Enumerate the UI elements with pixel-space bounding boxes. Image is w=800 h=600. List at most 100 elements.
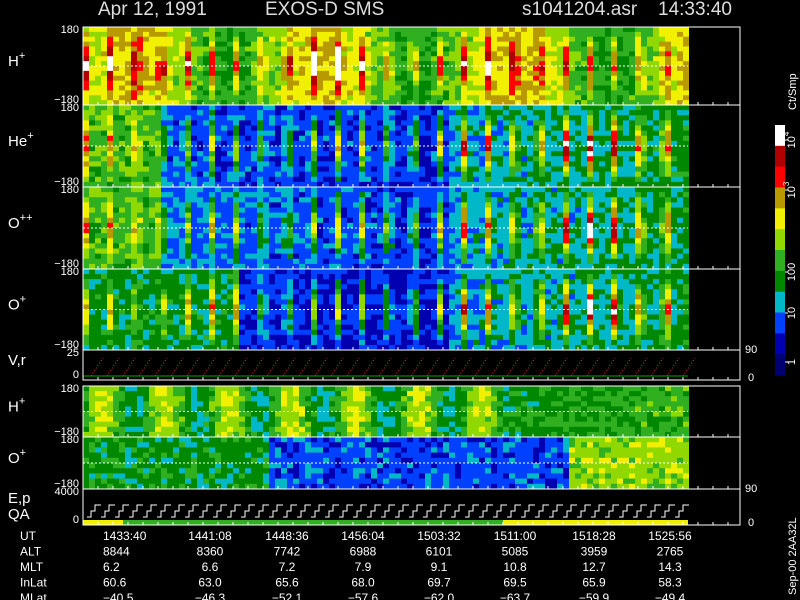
spectrogram-cell xyxy=(431,243,437,249)
spectrogram-cell xyxy=(251,80,257,86)
spectrogram-cell xyxy=(89,258,95,265)
spectrogram-cell xyxy=(359,36,365,43)
spectrogram-cell xyxy=(395,248,401,255)
spectrogram-cell xyxy=(575,176,581,183)
spectrogram-cell xyxy=(347,161,353,167)
spectrogram-cell xyxy=(311,217,317,224)
spectrogram-cell xyxy=(515,66,521,72)
spectrogram-cell xyxy=(263,243,269,249)
spectrogram-cell xyxy=(641,51,647,57)
spectrogram-cell xyxy=(341,228,347,234)
spectrogram-cell xyxy=(335,51,341,57)
spectrogram-cell xyxy=(635,156,641,162)
spectrogram-cell xyxy=(473,36,479,43)
spectrogram-cell xyxy=(221,217,227,224)
spectrogram-cell xyxy=(143,140,149,147)
spectrogram-cell xyxy=(581,233,587,239)
spectrogram-cell xyxy=(461,66,467,72)
spectrogram-cell xyxy=(635,171,641,178)
spectrogram-cell xyxy=(305,161,311,167)
spectrogram-cell xyxy=(425,27,431,33)
spectrogram-cell xyxy=(143,115,149,121)
spectrogram-cell xyxy=(383,187,389,193)
spectrogram-cell xyxy=(311,61,317,67)
spectrogram-cell xyxy=(539,115,545,121)
spectrogram-cell xyxy=(581,166,587,173)
spectrogram-cell xyxy=(647,90,653,96)
spectrogram-cell xyxy=(371,90,377,96)
spectrogram-cell xyxy=(401,166,407,173)
spectrogram-cell xyxy=(347,253,353,260)
spectrogram-cell xyxy=(647,61,653,67)
spectrogram-cell xyxy=(461,90,467,96)
spectrogram-cell xyxy=(647,31,653,38)
spectrogram-cell xyxy=(671,66,677,72)
spectrogram-cell xyxy=(557,31,563,38)
spectrogram-cell xyxy=(191,120,197,126)
spectrogram-cell xyxy=(197,51,203,57)
spectrogram-cell xyxy=(593,140,599,147)
spectrogram-cell xyxy=(527,217,533,224)
spectrogram-cell xyxy=(461,258,467,265)
spectrogram-cell xyxy=(317,125,323,132)
spectrogram-cell xyxy=(683,197,689,203)
spectrogram-cell xyxy=(653,100,659,106)
spectrogram-cell xyxy=(173,36,179,43)
spectrogram-cell xyxy=(161,95,167,101)
spectrogram-cell xyxy=(599,212,605,219)
spectrogram-cell xyxy=(485,140,491,147)
spectrogram-cell xyxy=(353,238,359,244)
spectrogram-cell xyxy=(653,181,659,188)
spectrogram-cell xyxy=(209,31,215,38)
spectrogram-cell xyxy=(281,248,287,255)
spectrogram-cell xyxy=(413,130,419,137)
spectrogram-cell xyxy=(185,166,191,173)
spectrogram-cell xyxy=(599,46,605,52)
spectrogram-cell xyxy=(143,217,149,224)
spectrogram-cell xyxy=(479,238,485,244)
spectrogram-cell xyxy=(227,56,233,62)
spectrogram-cell xyxy=(131,105,137,111)
spectrogram-cell xyxy=(131,95,137,101)
spectrogram-cell xyxy=(653,46,659,52)
spectrogram-cell xyxy=(179,228,185,234)
spectrogram-cell xyxy=(443,151,449,157)
spectrogram-cell xyxy=(275,36,281,43)
spectrogram-cell xyxy=(443,181,449,188)
spectrogram-cell xyxy=(599,80,605,86)
spectrogram-cell xyxy=(509,27,515,33)
spectrogram-cell xyxy=(623,228,629,234)
spectrogram-cell xyxy=(491,27,497,33)
spectrogram-cell xyxy=(239,248,245,255)
spectrogram-cell xyxy=(473,238,479,244)
spectrogram-cell xyxy=(203,217,209,224)
spectrogram-cell xyxy=(245,51,251,57)
spectrogram-cell xyxy=(485,258,491,265)
spectrogram-cell xyxy=(107,46,113,52)
spectrogram-cell xyxy=(353,46,359,52)
spectrogram-cell xyxy=(485,207,491,214)
spectrogram-cell xyxy=(137,140,143,147)
spectrogram-cell xyxy=(455,70,461,77)
spectrogram-cell xyxy=(323,233,329,239)
spectrogram-cell xyxy=(545,70,551,77)
spectrogram-cell xyxy=(263,248,269,255)
spectrogram-cell xyxy=(167,161,173,167)
spectrogram-cell xyxy=(335,61,341,67)
spectrogram-cell xyxy=(575,105,581,111)
spectrogram-cell xyxy=(149,130,155,137)
spectrogram-cell xyxy=(635,253,641,260)
spectrogram-cell xyxy=(191,243,197,249)
spectrogram-cell xyxy=(173,135,179,142)
spectrogram-cell xyxy=(593,61,599,67)
spectrogram-cell xyxy=(167,36,173,43)
spectrogram-cell xyxy=(323,171,329,178)
spectrogram-cell xyxy=(677,70,683,77)
spectrogram-cell xyxy=(317,115,323,121)
spectrogram-cell xyxy=(467,105,473,111)
spectrogram-cell xyxy=(293,75,299,82)
spectrogram-cell xyxy=(317,248,323,255)
spectrogram-cell xyxy=(497,95,503,101)
spectrogram-cell xyxy=(347,238,353,244)
spectrogram-cell xyxy=(257,85,263,91)
